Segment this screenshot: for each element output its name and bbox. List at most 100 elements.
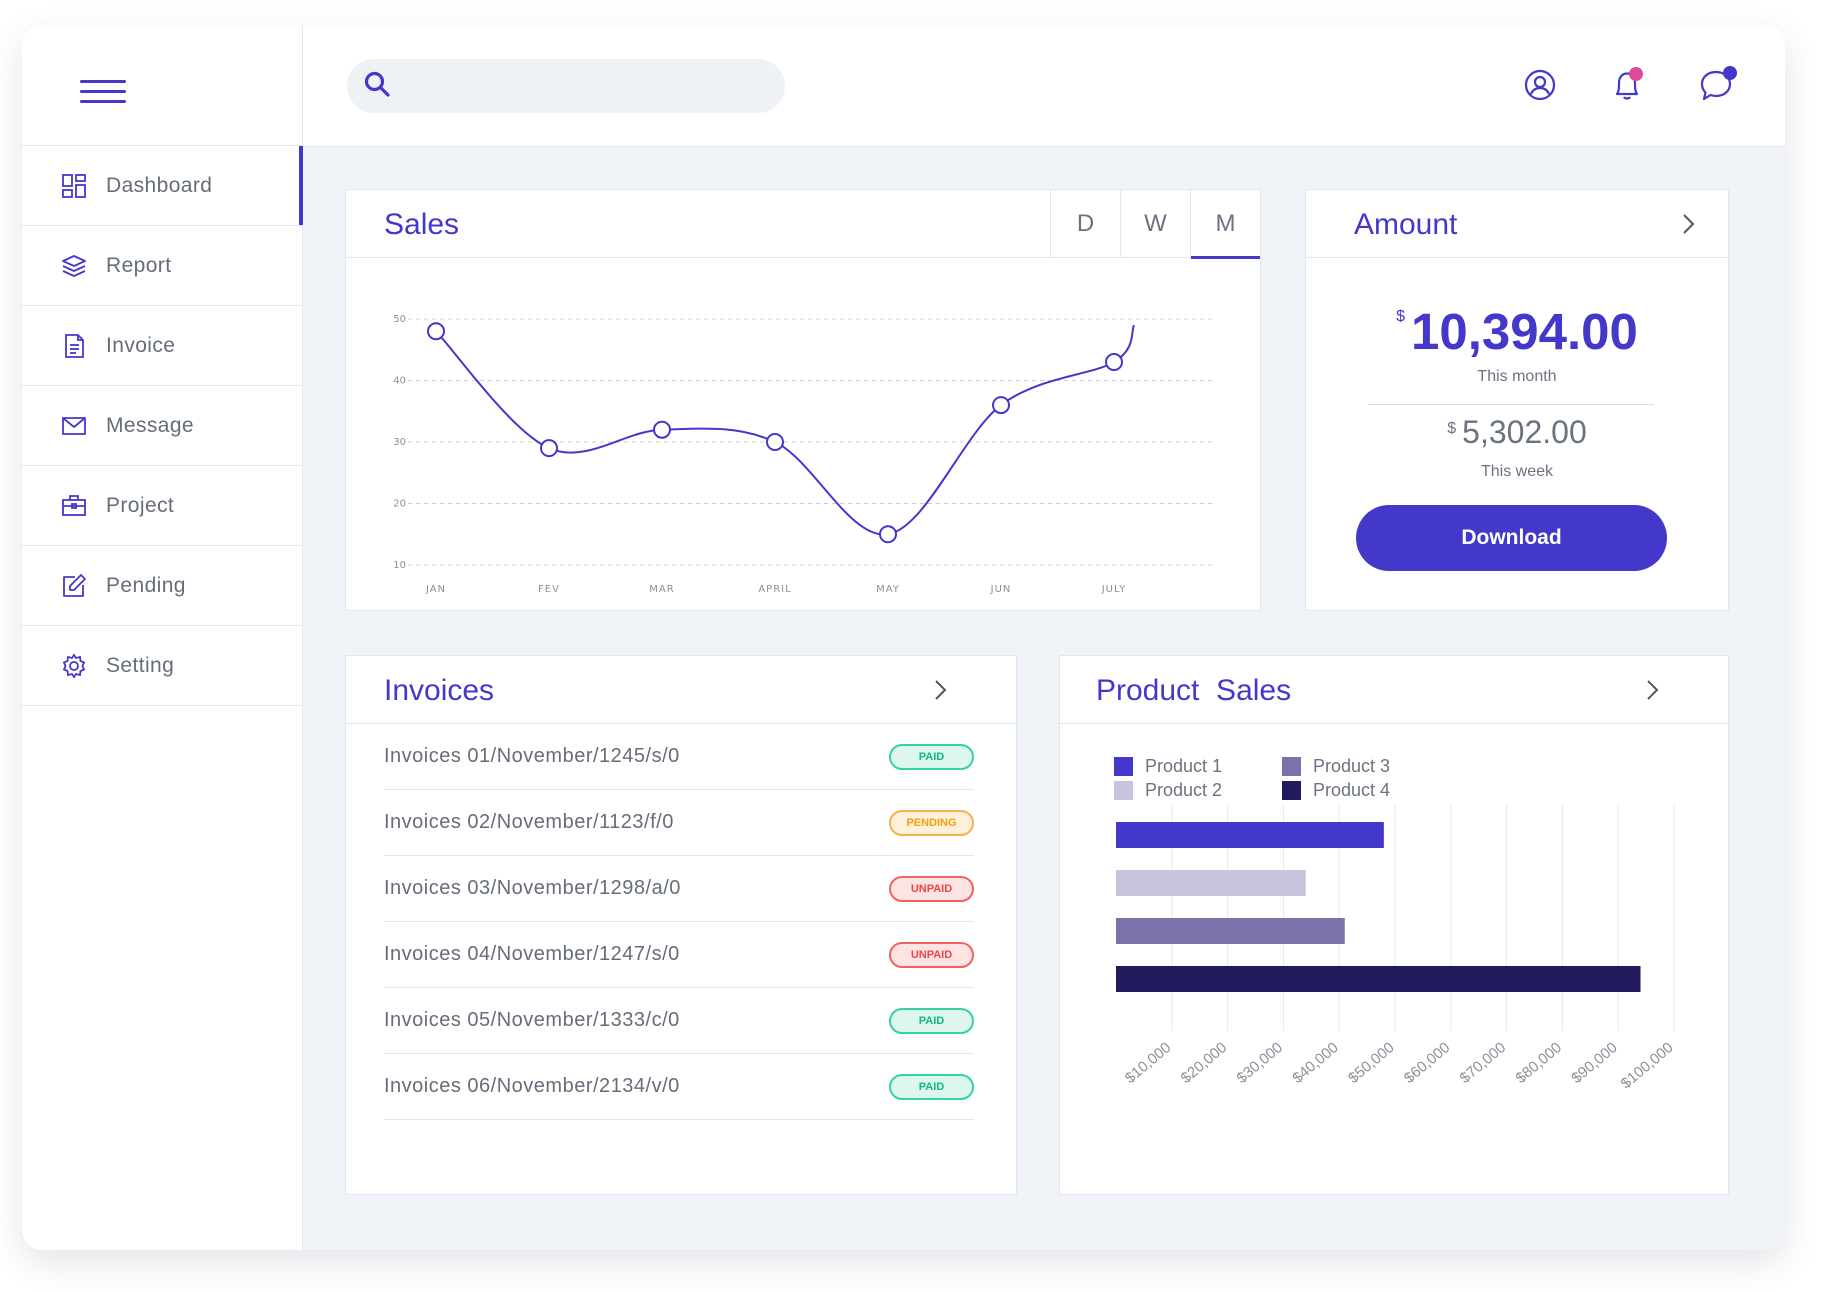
status-badge: UNPAID: [889, 875, 974, 902]
x-tick-label: $100,000: [1618, 1039, 1677, 1092]
data-point: [653, 420, 671, 439]
week-amount: $5,302.00: [1306, 414, 1728, 451]
hamburger-menu-icon[interactable]: [80, 80, 126, 110]
search-input[interactable]: [401, 59, 785, 113]
sales-title: Sales: [384, 208, 460, 241]
data-point: [766, 433, 784, 451]
sales-card: Sales D W M 10 20 30 40 50 JAN FEV MAR APRIL MAY J…: [345, 189, 1261, 611]
sidebar-item-project[interactable]: Project: [22, 466, 302, 546]
sidebar: Dashboard Report Invoice Message: [22, 25, 303, 1250]
x-tick-label: $10,000: [1122, 1039, 1174, 1087]
search-icon[interactable]: [363, 70, 391, 103]
app-window: Dashboard Report Invoice Message: [22, 25, 1785, 1250]
x-tick-label: $60,000: [1401, 1039, 1453, 1087]
sidebar-item-report[interactable]: Report: [22, 226, 302, 306]
month-amount-value: 10,394.00: [1411, 303, 1638, 360]
sidebar-item-dashboard[interactable]: Dashboard: [22, 146, 303, 226]
amount-card-header: Amount: [1306, 190, 1728, 258]
invoice-row[interactable]: Invoices 04/November/1247/s/0 UNPAID: [384, 922, 974, 988]
x-tick-label: FEV: [538, 584, 560, 595]
y-tick-label: 20: [393, 499, 406, 510]
sidebar-item-label: Message: [106, 413, 195, 437]
product-sales-card: Product Sales Product 1 Product 2 Produc…: [1059, 655, 1729, 1195]
x-tick-label: MAY: [876, 584, 900, 595]
invoices-title: Invoices: [384, 674, 495, 707]
sidebar-item-invoice[interactable]: Invoice: [22, 306, 302, 386]
invoice-row[interactable]: Invoices 05/November/1333/c/0 PAID: [384, 988, 974, 1054]
invoice-id: Invoices 06/November/2134/v/0: [384, 1075, 680, 1097]
tab-month[interactable]: M: [1190, 190, 1260, 259]
sidebar-item-label: Setting: [106, 653, 175, 677]
currency-symbol: $: [1396, 308, 1405, 325]
legend-label: Product 4: [1313, 780, 1391, 800]
sidebar-item-message[interactable]: Message: [22, 386, 302, 466]
invoice-row[interactable]: Invoices 03/November/1298/a/0 UNPAID: [384, 856, 974, 922]
sidebar-item-setting[interactable]: Setting: [22, 626, 302, 706]
period-tabs: D W M: [1050, 190, 1260, 259]
download-button[interactable]: Download: [1356, 505, 1667, 571]
product-sales-card-header: Product Sales: [1060, 656, 1728, 724]
bell-icon[interactable]: [1605, 63, 1649, 107]
chevron-right-icon[interactable]: [1676, 212, 1700, 236]
invoice-id: Invoices 04/November/1247/s/0: [384, 943, 680, 965]
status-badge: UNPAID: [889, 941, 974, 968]
document-icon: [60, 332, 88, 360]
invoices-card-header: Invoices: [346, 656, 1016, 724]
notification-dot: [1629, 67, 1643, 81]
x-tick-label: APRIL: [758, 584, 791, 595]
x-tick-label: $50,000: [1345, 1039, 1397, 1087]
sales-card-header: Sales D W M: [346, 190, 1260, 259]
mail-icon: [60, 412, 88, 440]
product-sales-bar-chart: $10,000 $20,000 $30,000 $40,000 $50,000 $60,0…: [1116, 804, 1677, 1092]
y-tick-label: 10: [393, 560, 406, 571]
y-tick-label: 50: [393, 314, 406, 325]
tab-week[interactable]: W: [1120, 190, 1190, 258]
sidebar-header: [22, 25, 302, 146]
user-icon[interactable]: [1518, 63, 1562, 107]
status-badge: PENDING: [889, 809, 974, 836]
data-point: [1105, 353, 1123, 372]
sales-line-chart: 10 20 30 40 50 JAN FEV MAR APRIL MAY JUN JULY: [393, 314, 1214, 595]
status-badge: PAID: [889, 1007, 974, 1034]
legend-swatch: [1114, 757, 1133, 776]
month-label: This month: [1477, 368, 1557, 385]
tab-day[interactable]: D: [1050, 190, 1120, 258]
product-sales-title: Product Sales: [1096, 674, 1292, 707]
sidebar-item-label: Report: [106, 253, 172, 277]
amount-title: Amount: [1354, 208, 1458, 241]
x-tick-label: MAR: [649, 584, 674, 595]
invoice-id: Invoices 05/November/1333/c/0: [384, 1009, 680, 1031]
bar: [1116, 870, 1306, 896]
data-point: [992, 396, 1010, 415]
data-point: [540, 439, 558, 458]
bar: [1116, 918, 1345, 944]
week-amount-value: 5,302.00: [1462, 414, 1587, 450]
divider: [1368, 404, 1654, 405]
dashboard-icon: [60, 172, 88, 200]
chevron-right-icon[interactable]: [928, 678, 952, 702]
data-point: [879, 525, 897, 544]
invoice-id: Invoices 03/November/1298/a/0: [384, 877, 681, 899]
chat-icon[interactable]: [1694, 63, 1738, 107]
invoice-list: Invoices 01/November/1245/s/0 PAID Invoic…: [384, 724, 974, 1120]
sidebar-item-pending[interactable]: Pending: [22, 546, 302, 626]
month-amount: $10,394.00: [1306, 302, 1728, 361]
y-tick-label: 40: [393, 376, 406, 387]
x-tick-label: $20,000: [1178, 1039, 1230, 1087]
chevron-right-icon[interactable]: [1640, 678, 1664, 702]
invoice-row[interactable]: Invoices 01/November/1245/s/0 PAID: [384, 724, 974, 790]
sidebar-item-label: Invoice: [106, 333, 176, 357]
week-label: This week: [1480, 463, 1554, 480]
layers-icon: [60, 252, 88, 280]
invoice-row[interactable]: Invoices 02/November/1123/f/0 PENDING: [384, 790, 974, 856]
search-bar[interactable]: [347, 59, 785, 113]
bar: [1116, 966, 1641, 992]
x-tick-label: $40,000: [1289, 1039, 1341, 1087]
legend-item: Product 4: [1282, 780, 1390, 801]
x-tick-label: $30,000: [1233, 1039, 1285, 1087]
legend-label: Product 1: [1145, 756, 1223, 776]
x-tick-label: JUN: [990, 584, 1012, 595]
invoice-row[interactable]: Invoices 06/November/2134/v/0 PAID: [384, 1054, 974, 1120]
invoices-card: Invoices Invoices 01/November/1245/s/0 PA…: [345, 655, 1017, 1195]
legend-item: Product 1: [1114, 756, 1222, 777]
